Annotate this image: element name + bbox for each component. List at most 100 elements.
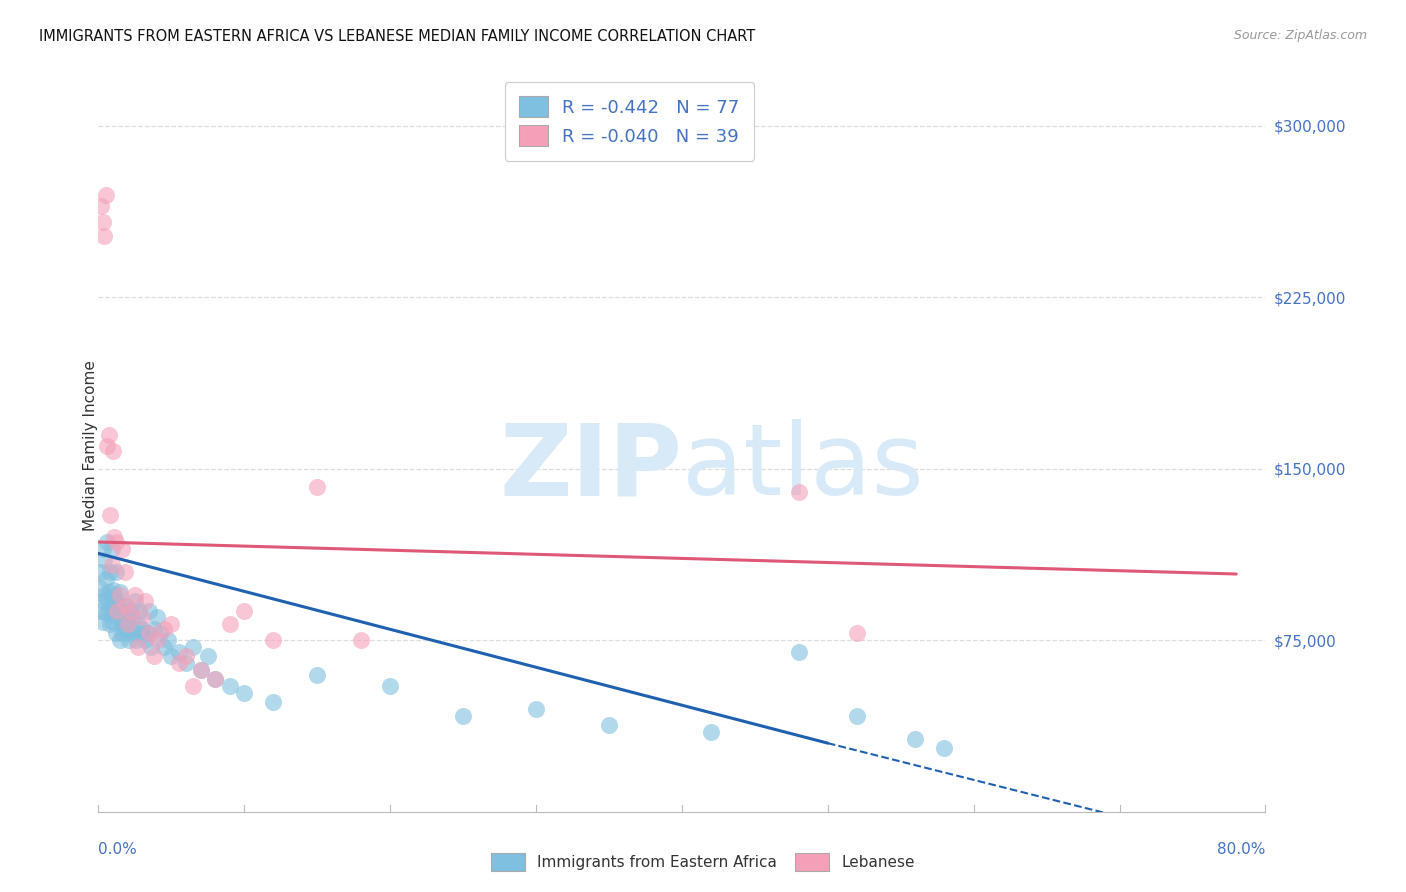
- Point: [100, 541, 122, 556]
- Point: [157, 633, 180, 648]
- Point: [89, 581, 111, 595]
- Point: [104, 535, 127, 549]
- Point: [90, 603, 112, 617]
- Point: [101, 603, 124, 617]
- Point: [139, 640, 162, 655]
- Point: [108, 603, 131, 617]
- Point: [103, 588, 125, 602]
- Point: [91, 594, 114, 608]
- Point: [96, 535, 118, 549]
- Point: [846, 626, 869, 640]
- Point: [110, 633, 132, 648]
- Point: [142, 622, 165, 636]
- Legend: Immigrants from Eastern Africa, Lebanese: Immigrants from Eastern Africa, Lebanese: [485, 847, 921, 877]
- Point: [112, 603, 135, 617]
- Text: IMMIGRANTS FROM EASTERN AFRICA VS LEBANESE MEDIAN FAMILY INCOME CORRELATION CHAR: IMMIGRANTS FROM EASTERN AFRICA VS LEBANE…: [39, 29, 755, 45]
- Point: [91, 615, 114, 629]
- Point: [218, 617, 240, 632]
- Point: [100, 599, 122, 613]
- Point: [197, 649, 219, 664]
- Point: [262, 695, 284, 709]
- Point: [181, 679, 204, 693]
- Point: [146, 633, 169, 648]
- Point: [204, 672, 226, 686]
- Point: [122, 610, 145, 624]
- Point: [262, 633, 284, 648]
- Point: [117, 617, 139, 632]
- Point: [167, 645, 190, 659]
- Point: [125, 633, 148, 648]
- Point: [127, 640, 149, 655]
- Point: [97, 603, 120, 617]
- Point: [153, 640, 176, 655]
- Point: [307, 667, 329, 681]
- Point: [380, 679, 402, 693]
- Point: [94, 606, 117, 620]
- Point: [120, 603, 142, 617]
- Point: [91, 215, 114, 229]
- Point: [129, 626, 152, 640]
- Point: [120, 622, 142, 636]
- Text: atlas: atlas: [682, 419, 924, 516]
- Point: [121, 626, 143, 640]
- Text: Source: ZipAtlas.com: Source: ZipAtlas.com: [1233, 29, 1367, 43]
- Text: 0.0%: 0.0%: [98, 842, 138, 857]
- Point: [167, 656, 190, 670]
- Point: [100, 558, 122, 572]
- Point: [111, 626, 134, 640]
- Point: [120, 603, 142, 617]
- Point: [700, 724, 723, 739]
- Point: [105, 610, 128, 624]
- Y-axis label: Median Family Income: Median Family Income: [83, 360, 97, 532]
- Point: [93, 553, 115, 567]
- Point: [98, 565, 121, 579]
- Point: [110, 585, 132, 599]
- Point: [181, 640, 204, 655]
- Point: [174, 656, 197, 670]
- Point: [114, 565, 136, 579]
- Point: [153, 622, 176, 636]
- Point: [149, 626, 172, 640]
- Point: [846, 708, 869, 723]
- Point: [127, 617, 149, 632]
- Point: [96, 592, 118, 607]
- Point: [233, 686, 256, 700]
- Point: [101, 443, 124, 458]
- Point: [524, 702, 547, 716]
- Point: [94, 572, 117, 586]
- Point: [160, 649, 183, 664]
- Point: [91, 541, 114, 556]
- Point: [97, 585, 120, 599]
- Point: [142, 649, 165, 664]
- Legend: R = -0.442   N = 77, R = -0.040   N = 39: R = -0.442 N = 77, R = -0.040 N = 39: [505, 82, 754, 161]
- Point: [104, 626, 127, 640]
- Point: [117, 615, 139, 629]
- Point: [94, 187, 117, 202]
- Point: [110, 588, 132, 602]
- Point: [174, 649, 197, 664]
- Point: [96, 439, 118, 453]
- Point: [131, 622, 153, 636]
- Text: 80.0%: 80.0%: [1218, 842, 1265, 857]
- Point: [134, 633, 156, 648]
- Point: [233, 603, 256, 617]
- Point: [146, 610, 169, 624]
- Point: [135, 626, 157, 640]
- Point: [307, 480, 329, 494]
- Text: ZIP: ZIP: [499, 419, 682, 516]
- Point: [218, 679, 240, 693]
- Point: [111, 541, 134, 556]
- Point: [115, 599, 138, 613]
- Point: [124, 588, 146, 602]
- Point: [104, 565, 127, 579]
- Point: [97, 427, 120, 442]
- Point: [904, 731, 927, 746]
- Point: [103, 530, 125, 544]
- Point: [787, 645, 810, 659]
- Point: [93, 228, 115, 243]
- Point: [138, 603, 160, 617]
- Point: [598, 718, 620, 732]
- Point: [934, 740, 956, 755]
- Point: [124, 594, 146, 608]
- Point: [101, 582, 124, 597]
